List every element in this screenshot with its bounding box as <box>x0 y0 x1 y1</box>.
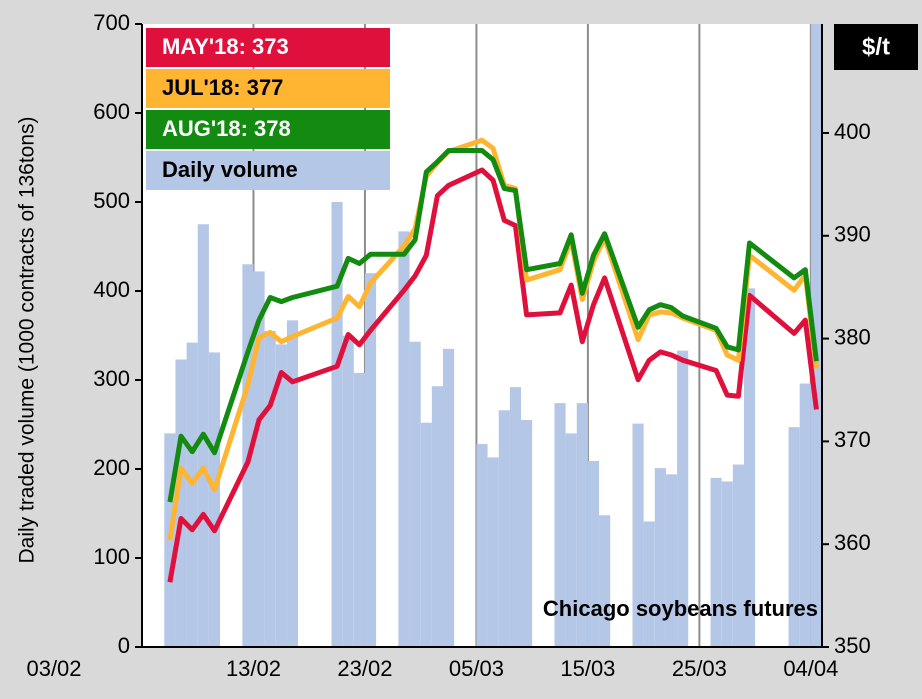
bar <box>643 521 655 647</box>
bar <box>632 423 644 647</box>
bar <box>164 433 176 647</box>
y2-label-box <box>834 24 918 70</box>
bar <box>710 477 722 647</box>
y-tick-label: 300 <box>93 366 130 391</box>
y2-tick-label: 370 <box>834 427 871 452</box>
bar <box>364 273 377 647</box>
bar <box>599 515 611 647</box>
y-axis-label: Daily traded volume (1000 contracts of 1… <box>16 116 39 563</box>
legend-label: JUL'18: 377 <box>162 75 283 100</box>
bar <box>677 350 689 647</box>
y-tick-label: 100 <box>93 544 130 569</box>
bar <box>398 231 410 647</box>
bar <box>587 460 600 647</box>
price-line <box>167 148 819 503</box>
bar <box>509 387 522 647</box>
x-tick-label: 03/02 <box>26 656 81 681</box>
bar <box>275 344 287 647</box>
y2-tick-label: 390 <box>834 222 871 247</box>
y-tick-label: 700 <box>93 10 130 35</box>
x-tick-label: 13/02 <box>226 656 281 681</box>
bar <box>342 335 354 647</box>
legend-swatch <box>146 151 390 190</box>
bar <box>331 202 343 647</box>
y2-tick-label: 350 <box>834 633 871 658</box>
bar <box>721 481 733 647</box>
bar <box>186 342 198 647</box>
bar <box>264 331 276 647</box>
annotation: Chicago soybeans futures <box>543 596 818 621</box>
bar <box>420 422 432 647</box>
bar <box>286 320 299 647</box>
bar <box>487 457 499 647</box>
x-tick-label: 05/03 <box>449 656 504 681</box>
bar <box>554 403 566 647</box>
y2-axis-label: $/t <box>862 33 890 60</box>
legend-label: AUG'18: 378 <box>162 116 291 141</box>
y2-tick-label: 360 <box>834 530 871 555</box>
y-tick-label: 600 <box>93 99 130 124</box>
bar <box>208 352 221 647</box>
bar <box>788 427 800 647</box>
axes: 03/02 13/02 23/02 05/03 15/03 25/03 04/04 0 100 2… <box>26 10 870 681</box>
bar <box>442 348 455 647</box>
y2-tick-label: 380 <box>834 324 871 349</box>
lines <box>167 137 819 583</box>
bar <box>799 383 811 647</box>
legend-swatch <box>146 28 390 67</box>
y-tick-label: 400 <box>93 277 130 302</box>
bar <box>253 271 265 647</box>
legend: MAY'18: 373 JUL'18: 377 AUG'18: 378 Daily v… <box>146 28 390 190</box>
bar <box>409 341 421 647</box>
legend-label: MAY'18: 373 <box>162 34 289 59</box>
bar <box>654 468 666 647</box>
x-tick-label: 25/03 <box>672 656 727 681</box>
y-tick-label: 500 <box>93 188 130 213</box>
bar <box>521 420 533 647</box>
price-line <box>167 167 819 583</box>
bar <box>476 444 488 647</box>
y-tick-label: 200 <box>93 455 130 480</box>
bar <box>665 474 678 647</box>
bar <box>431 386 443 647</box>
legend-label: Daily volume <box>162 157 298 182</box>
bar <box>175 359 187 647</box>
y2-tick-label: 400 <box>834 119 871 144</box>
legend-swatch <box>146 110 390 149</box>
bar <box>353 372 365 647</box>
x-tick-label: 15/03 <box>560 656 615 681</box>
legend-swatch <box>146 69 390 108</box>
x-tick-label: 04/04 <box>783 656 838 681</box>
x-tick-label: 23/02 <box>337 656 392 681</box>
bar <box>732 464 744 647</box>
bar <box>743 288 756 647</box>
bar <box>565 433 577 647</box>
bar <box>810 24 822 647</box>
bar <box>576 403 588 647</box>
y-tick-label: 0 <box>118 633 130 658</box>
bar <box>498 410 510 647</box>
